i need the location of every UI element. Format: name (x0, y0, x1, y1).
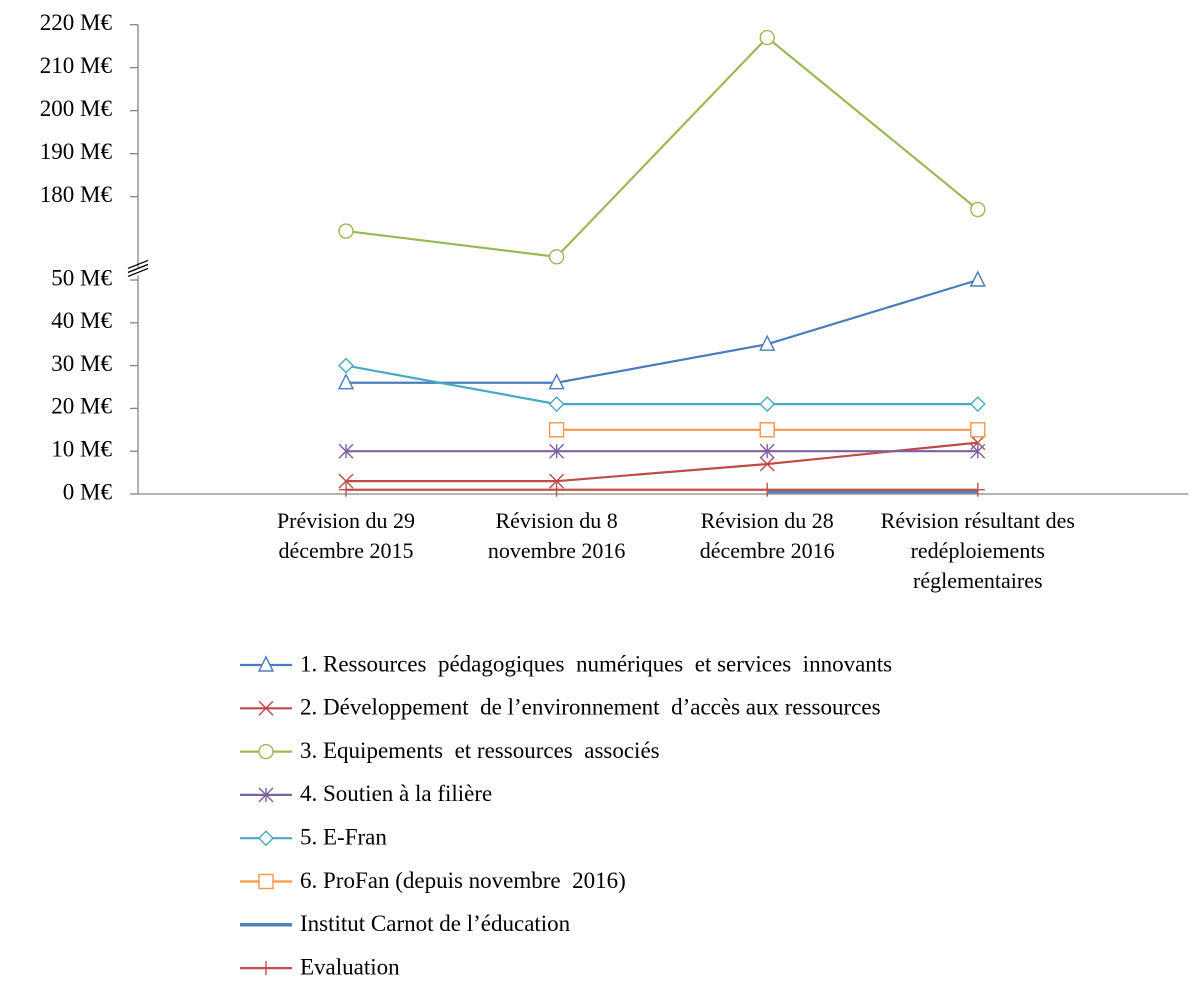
y-tick-label: 190 M€ (40, 139, 113, 164)
y-tick-label: 50 M€ (51, 265, 112, 290)
y-tick-label: 200 M€ (40, 96, 113, 121)
marker (548, 396, 565, 413)
marker-shape (337, 373, 355, 390)
marker (259, 961, 273, 976)
marker-shape (969, 270, 986, 287)
y-tick-label: 10 M€ (51, 436, 112, 461)
marker (338, 357, 354, 374)
marker (969, 396, 986, 413)
marker (548, 373, 565, 390)
legend-item: Institut Carnot de l’éducation (240, 911, 571, 936)
series-line (345, 364, 978, 406)
marker (338, 443, 354, 459)
marker (258, 743, 274, 760)
marker-shape (338, 473, 354, 489)
x-tick-label: Prévision du 29 décembre 2015 (276, 508, 416, 563)
marker-shape (338, 223, 354, 239)
legend-item: 5. E-Fran (240, 824, 387, 849)
axis-break (127, 267, 149, 278)
marker (258, 830, 274, 847)
marker (338, 473, 354, 489)
marker (759, 456, 775, 472)
marker (759, 443, 775, 459)
x-tick-label: Révision du 8 novembre 2016 (487, 508, 626, 563)
marker (258, 700, 274, 716)
marker (759, 29, 775, 46)
series-line (345, 36, 979, 258)
legend-label: 6. ProFan (depuis novembre 2016) (300, 868, 626, 893)
legend-label: 4. Soutien à la filière (300, 781, 492, 806)
marker (337, 373, 355, 390)
marker-shape (759, 334, 776, 351)
marker (970, 482, 985, 497)
legend-item: 1. Ressources pédagogiques numériques et… (240, 651, 892, 676)
marker-shape (258, 743, 274, 760)
legend-label: Evaluation (300, 954, 400, 979)
marker (339, 482, 353, 497)
marker (549, 473, 565, 489)
marker (549, 443, 565, 459)
y-tick-label: 30 M€ (51, 351, 112, 376)
legend-label: 2. Développement de l’environnement d’ac… (300, 695, 881, 720)
legend-label: 1. Ressources pédagogiques numériques et… (300, 651, 892, 676)
y-tick-label: 20 M€ (51, 394, 112, 419)
legend-item: 2. Développement de l’environnement d’ac… (240, 695, 881, 720)
legend-label: Institut Carnot de l’éducation (300, 911, 571, 936)
axis-break (127, 259, 149, 270)
legend-label: 3. Equipements et ressources associés (300, 738, 660, 763)
series-line (346, 441, 978, 483)
marker (338, 223, 354, 239)
marker-shape (969, 396, 986, 413)
marker-shape (759, 29, 775, 46)
legend-item: 4. Soutien à la filière (240, 781, 492, 806)
y-tick-label: 210 M€ (40, 53, 113, 78)
y-tick-label: 220 M€ (40, 10, 113, 35)
marker-shape (258, 830, 274, 847)
marker (760, 482, 775, 497)
marker-shape (759, 422, 775, 438)
legend-item: Evaluation (240, 954, 400, 979)
marker (759, 422, 775, 438)
marker-shape (548, 422, 565, 438)
legend-label: 5. E-Fran (300, 824, 387, 849)
marker (549, 482, 564, 497)
marker-shape (970, 201, 986, 218)
axis-break (127, 263, 149, 274)
y-tick-label: 40 M€ (51, 308, 112, 333)
marker-shape (548, 373, 565, 390)
marker-shape (548, 249, 565, 265)
marker-shape (338, 357, 354, 374)
marker-shape (970, 422, 986, 438)
series-line (346, 278, 979, 384)
marker-shape (759, 456, 775, 472)
marker (548, 249, 565, 265)
y-tick-label: 180 M€ (40, 182, 113, 207)
y-tick-label: 0 M€ (63, 479, 113, 504)
marker-shape (549, 473, 565, 489)
marker (258, 873, 274, 890)
marker (759, 396, 776, 413)
marker-shape (258, 700, 274, 716)
marker (969, 270, 986, 287)
marker (548, 422, 565, 438)
marker (970, 422, 986, 438)
marker (258, 787, 274, 803)
x-tick-label: Révision du 28 décembre 2016 (699, 508, 835, 563)
legend-item: 6. ProFan (depuis novembre 2016) (240, 868, 626, 893)
marker (759, 334, 776, 351)
marker (970, 443, 986, 459)
marker (970, 201, 986, 218)
marker-shape (548, 396, 565, 413)
marker-shape (759, 396, 776, 413)
legend-item: 3. Equipements et ressources associés (240, 738, 660, 763)
marker-shape (257, 655, 275, 672)
marker-shape (258, 873, 274, 890)
marker (257, 655, 275, 672)
x-tick-label: Révision résultant des redéploiements ré… (880, 508, 1075, 593)
